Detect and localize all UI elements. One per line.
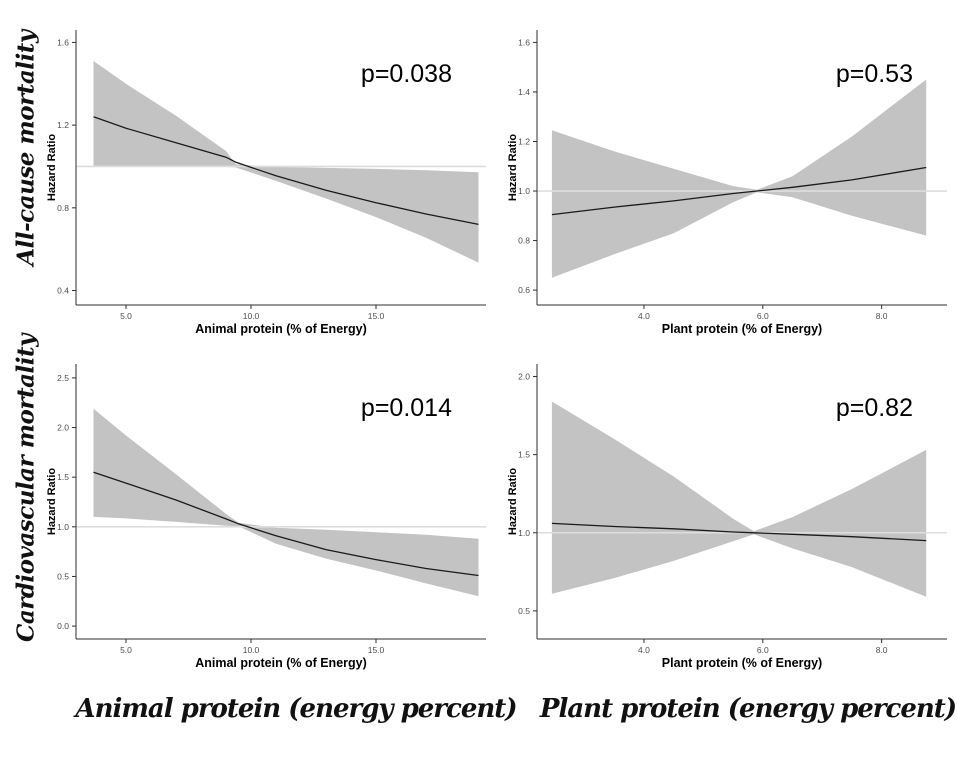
y-tick-label: 2.0 [518, 372, 530, 382]
y-tick-label: 2.0 [57, 423, 69, 433]
x-tick-label: 15.0 [368, 645, 385, 655]
confidence-band [551, 401, 927, 597]
row-label-all-cause-mortality: All-cause mortality [12, 30, 40, 266]
p-value-label: p=0.82 [835, 394, 913, 422]
y-tick-label: 1.0 [518, 186, 530, 196]
x-tick-label: 4.0 [638, 311, 650, 321]
x-tick-label: 6.0 [757, 645, 769, 655]
p-value-label: p=0.014 [360, 394, 452, 422]
x-tick-label: 10.0 [243, 645, 260, 655]
y-tick-label: 0.0 [57, 621, 69, 631]
y-tick-label: 0.4 [57, 286, 69, 296]
chart-all-cause-animal: 0.4 0.8 1.2 1.6 5.0 10.0 15.0 Hazard Ratio Anima… [46, 30, 486, 336]
panel-all-cause-plant: 0.6 0.8 1.0 1.2 1.4 1.6 4.0 6.0 8.0 Hazard Ratio P… [503, 18, 953, 338]
y-axis-title: Hazard Ratio [507, 468, 519, 536]
x-axis-title: Plant protein (% of Energy) [662, 322, 822, 336]
y-tick-label: 1.6 [57, 37, 69, 47]
column-caption-plant-protein: Plant protein (energy percent) [539, 694, 957, 724]
y-tick-label: 1.6 [518, 37, 530, 47]
trend-line [93, 116, 479, 226]
panel-cardiovascular-plant: 0.5 1.0 1.5 2.0 4.0 6.0 8.0 Hazard Ratio Plant p… [503, 352, 953, 672]
y-tick-label: 0.5 [57, 571, 69, 581]
trend-line [551, 166, 927, 216]
y-tick-label: 0.6 [518, 285, 530, 295]
x-tick-label: 8.0 [876, 645, 888, 655]
row-label-cardiovascular-mortality: Cardiovascular mortality [12, 334, 40, 642]
y-tick-label: 1.5 [57, 472, 69, 482]
confidence-band [551, 79, 927, 278]
x-tick-label: 15.0 [368, 311, 385, 321]
column-caption-animal-protein: Animal protein (energy percent) [75, 694, 517, 724]
x-axis-title: Animal protein (% of Energy) [195, 656, 367, 670]
chart-cardiovascular-plant: 0.5 1.0 1.5 2.0 4.0 6.0 8.0 Hazard Ratio Plant p… [507, 364, 947, 670]
chart-all-cause-plant: 0.6 0.8 1.0 1.2 1.4 1.6 4.0 6.0 8.0 Hazard Ratio P… [507, 30, 947, 336]
y-axis-title: Hazard Ratio [46, 468, 58, 536]
y-tick-label: 1.4 [518, 87, 530, 97]
y-tick-label: 1.0 [518, 528, 530, 538]
panel-all-cause-animal: 0.4 0.8 1.2 1.6 5.0 10.0 15.0 Hazard Ratio Anima… [42, 18, 492, 338]
p-value-label: p=0.038 [360, 60, 452, 88]
y-tick-label: 1.5 [518, 450, 530, 460]
y-tick-label: 2.5 [57, 373, 69, 383]
p-value-label: p=0.53 [835, 60, 913, 88]
chart-cardiovascular-animal: 0.0 0.5 1.0 1.5 2.0 2.5 5.0 10.0 15.0 Hazard Rati… [46, 364, 486, 670]
trend-line [93, 471, 479, 577]
confidence-band [93, 61, 479, 263]
confidence-band [93, 408, 479, 597]
x-tick-label: 4.0 [638, 645, 650, 655]
y-tick-label: 0.5 [518, 606, 530, 616]
x-tick-label: 8.0 [876, 311, 888, 321]
y-axis-title: Hazard Ratio [46, 134, 58, 202]
x-tick-label: 5.0 [120, 311, 132, 321]
y-axis-title: Hazard Ratio [507, 134, 519, 202]
x-tick-label: 6.0 [757, 311, 769, 321]
x-axis-title: Animal protein (% of Energy) [195, 322, 367, 336]
y-tick-label: 0.8 [518, 236, 530, 246]
panel-cardiovascular-animal: 0.0 0.5 1.0 1.5 2.0 2.5 5.0 10.0 15.0 Hazard Rati… [42, 352, 492, 672]
y-tick-label: 1.0 [57, 522, 69, 532]
x-tick-label: 5.0 [120, 645, 132, 655]
x-axis-title: Plant protein (% of Energy) [662, 656, 822, 670]
x-tick-label: 10.0 [243, 311, 260, 321]
trend-line [551, 522, 927, 542]
y-tick-label: 1.2 [57, 120, 69, 130]
y-tick-label: 1.2 [518, 136, 530, 146]
y-tick-label: 0.8 [57, 203, 69, 213]
